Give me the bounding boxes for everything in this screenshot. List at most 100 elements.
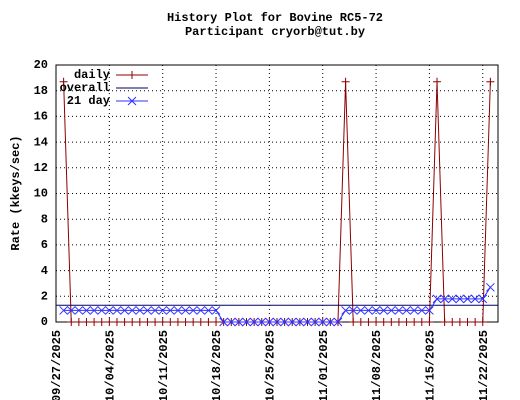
point-marker — [66, 306, 76, 315]
x-tick-label: 09/27/2025 — [50, 330, 64, 400]
point-marker — [112, 318, 121, 326]
legend-marker — [128, 71, 136, 79]
point-marker — [402, 306, 411, 315]
point-marker — [455, 294, 465, 304]
point-marker — [318, 317, 328, 327]
y-tick-label: 6 — [41, 238, 48, 252]
point-marker — [135, 306, 145, 315]
point-marker — [181, 318, 190, 326]
point-marker — [356, 306, 366, 315]
point-marker — [120, 306, 129, 315]
y-tick-label: 10 — [34, 187, 48, 201]
point-marker — [212, 318, 221, 326]
point-marker — [303, 317, 312, 327]
legend-label: daily — [74, 68, 110, 82]
point-marker — [120, 318, 129, 326]
point-marker — [417, 306, 427, 315]
point-marker — [226, 317, 236, 327]
legend-label: overall — [60, 81, 110, 95]
series-line — [63, 287, 491, 323]
x-tick-label: 11/22/2025 — [477, 330, 491, 400]
series-line — [63, 81, 491, 323]
point-marker — [364, 318, 373, 326]
x-tick-label: 11/15/2025 — [424, 330, 438, 400]
point-marker — [333, 317, 343, 327]
point-marker — [150, 306, 160, 315]
point-marker — [455, 318, 464, 326]
point-marker — [166, 318, 175, 326]
point-marker — [478, 294, 488, 304]
point-marker — [249, 317, 259, 327]
point-marker — [59, 77, 68, 86]
point-marker — [325, 317, 335, 327]
y-tick-label: 4 — [41, 264, 48, 278]
point-marker — [272, 317, 282, 327]
point-marker — [82, 318, 91, 326]
point-marker — [425, 318, 434, 326]
point-marker — [486, 282, 495, 292]
point-marker — [112, 306, 122, 315]
point-marker — [97, 318, 106, 326]
point-marker — [257, 317, 267, 327]
point-marker — [265, 317, 274, 327]
point-marker — [478, 318, 487, 326]
point-marker — [471, 318, 480, 326]
point-marker — [151, 318, 160, 326]
point-marker — [440, 318, 449, 326]
x-tick-label: 10/11/2025 — [157, 330, 171, 400]
point-marker — [394, 318, 403, 326]
point-marker — [211, 306, 221, 315]
point-marker — [356, 318, 365, 326]
point-marker — [59, 306, 68, 315]
x-tick-label: 10/25/2025 — [264, 330, 278, 400]
legend-marker — [127, 96, 137, 106]
point-marker — [394, 306, 404, 315]
point-marker — [97, 306, 107, 315]
point-marker — [372, 318, 381, 326]
y-axis-label: Rate (kkeys/sec) — [9, 135, 23, 250]
y-tick-label: 18 — [34, 84, 48, 98]
point-marker — [349, 318, 358, 326]
point-marker — [425, 306, 434, 315]
point-marker — [104, 306, 114, 315]
point-marker — [287, 317, 297, 327]
point-marker — [219, 317, 229, 327]
point-marker — [379, 306, 389, 315]
chart-subtitle: Participant cryorb@tut.by — [185, 25, 365, 39]
x-tick-label: 10/18/2025 — [210, 330, 224, 400]
point-marker — [165, 306, 175, 315]
point-marker — [90, 318, 99, 326]
point-marker — [173, 306, 183, 315]
y-tick-label: 2 — [41, 289, 48, 303]
point-marker — [143, 318, 152, 326]
point-marker — [67, 318, 76, 326]
x-tick-label: 11/08/2025 — [370, 330, 384, 400]
point-marker — [433, 77, 442, 86]
y-tick-label: 14 — [34, 135, 48, 149]
y-tick-label: 0 — [41, 315, 48, 329]
point-marker — [89, 306, 99, 315]
point-marker — [470, 294, 480, 304]
point-marker — [402, 318, 411, 326]
point-marker — [348, 306, 358, 315]
point-marker — [143, 306, 152, 315]
point-marker — [74, 318, 83, 326]
point-marker — [379, 318, 388, 326]
x-tick-label: 11/01/2025 — [317, 330, 331, 400]
point-marker — [417, 318, 426, 326]
point-marker — [386, 306, 396, 315]
legend-label: 21 day — [67, 94, 110, 108]
point-marker — [82, 306, 91, 315]
point-marker — [196, 318, 205, 326]
chart-title: History Plot for Bovine RC5-72 — [167, 11, 383, 25]
y-tick-label: 8 — [41, 212, 48, 226]
point-marker — [189, 318, 198, 326]
point-marker — [310, 317, 320, 327]
point-marker — [295, 317, 305, 327]
point-marker — [341, 77, 350, 86]
y-tick-label: 20 — [34, 58, 48, 72]
point-marker — [204, 306, 213, 315]
point-marker — [280, 317, 289, 327]
point-marker — [463, 318, 472, 326]
